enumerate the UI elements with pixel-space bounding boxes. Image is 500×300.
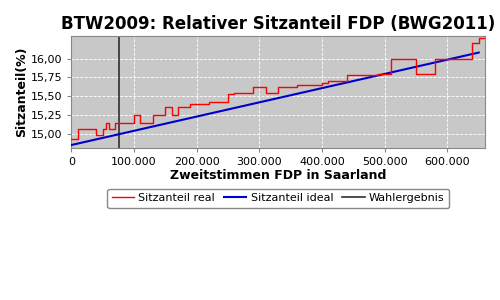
Sitzanteil real xyxy=(262,91,268,94)
Sitzanteil real xyxy=(206,100,212,104)
Sitzanteil real xyxy=(162,105,168,109)
Line: Sitzanteil real: Sitzanteil real xyxy=(72,38,485,139)
Sitzanteil real xyxy=(131,113,137,117)
Sitzanteil real xyxy=(432,57,438,60)
Sitzanteil real xyxy=(188,102,194,106)
X-axis label: Zweitstimmen FDP in Saarland: Zweitstimmen FDP in Saarland xyxy=(170,169,386,182)
Sitzanteil real xyxy=(482,36,488,40)
Sitzanteil real xyxy=(388,57,394,60)
Sitzanteil real xyxy=(413,72,419,76)
Sitzanteil real xyxy=(376,72,382,76)
Title: BTW2009: Relativer Sitzanteil FDP (BWG2011): BTW2009: Relativer Sitzanteil FDP (BWG20… xyxy=(61,15,496,33)
Sitzanteil real xyxy=(81,127,87,130)
Sitzanteil real xyxy=(444,57,450,60)
Sitzanteil real xyxy=(138,121,143,124)
Y-axis label: Sitzanteil(%): Sitzanteil(%) xyxy=(15,46,28,137)
Sitzanteil real xyxy=(457,57,463,60)
Sitzanteil real xyxy=(356,74,362,77)
Sitzanteil real xyxy=(476,36,482,40)
Sitzanteil real xyxy=(168,113,174,117)
Sitzanteil real xyxy=(426,72,432,76)
Sitzanteil real xyxy=(400,57,406,60)
Sitzanteil real xyxy=(125,121,131,124)
Sitzanteil real xyxy=(319,82,325,85)
Sitzanteil real xyxy=(326,80,332,83)
Sitzanteil real xyxy=(369,74,375,77)
Sitzanteil real xyxy=(382,72,388,76)
Sitzanteil real xyxy=(344,74,350,77)
Legend: Sitzanteil real, Sitzanteil ideal, Wahlergebnis: Sitzanteil real, Sitzanteil ideal, Wahle… xyxy=(108,189,449,208)
Sitzanteil real xyxy=(100,127,106,130)
Sitzanteil real xyxy=(275,85,281,88)
Sitzanteil real xyxy=(112,121,118,124)
Sitzanteil real xyxy=(470,42,476,45)
Sitzanteil real xyxy=(103,121,109,124)
Sitzanteil real xyxy=(87,127,93,130)
Sitzanteil real xyxy=(94,133,100,136)
Sitzanteil real xyxy=(238,91,244,94)
Sitzanteil real xyxy=(74,127,80,130)
Sitzanteil real xyxy=(225,92,231,96)
Sitzanteil real xyxy=(106,127,112,130)
Sitzanteil real xyxy=(150,113,156,117)
Sitzanteil real xyxy=(68,137,74,141)
Sitzanteil real xyxy=(118,121,124,124)
Sitzanteil real xyxy=(306,83,312,87)
Sitzanteil real xyxy=(250,85,256,88)
Sitzanteil real xyxy=(332,80,338,83)
Sitzanteil real xyxy=(90,127,96,130)
Sitzanteil real xyxy=(175,105,181,109)
Sitzanteil real xyxy=(294,83,300,87)
Sitzanteil real xyxy=(232,91,237,94)
